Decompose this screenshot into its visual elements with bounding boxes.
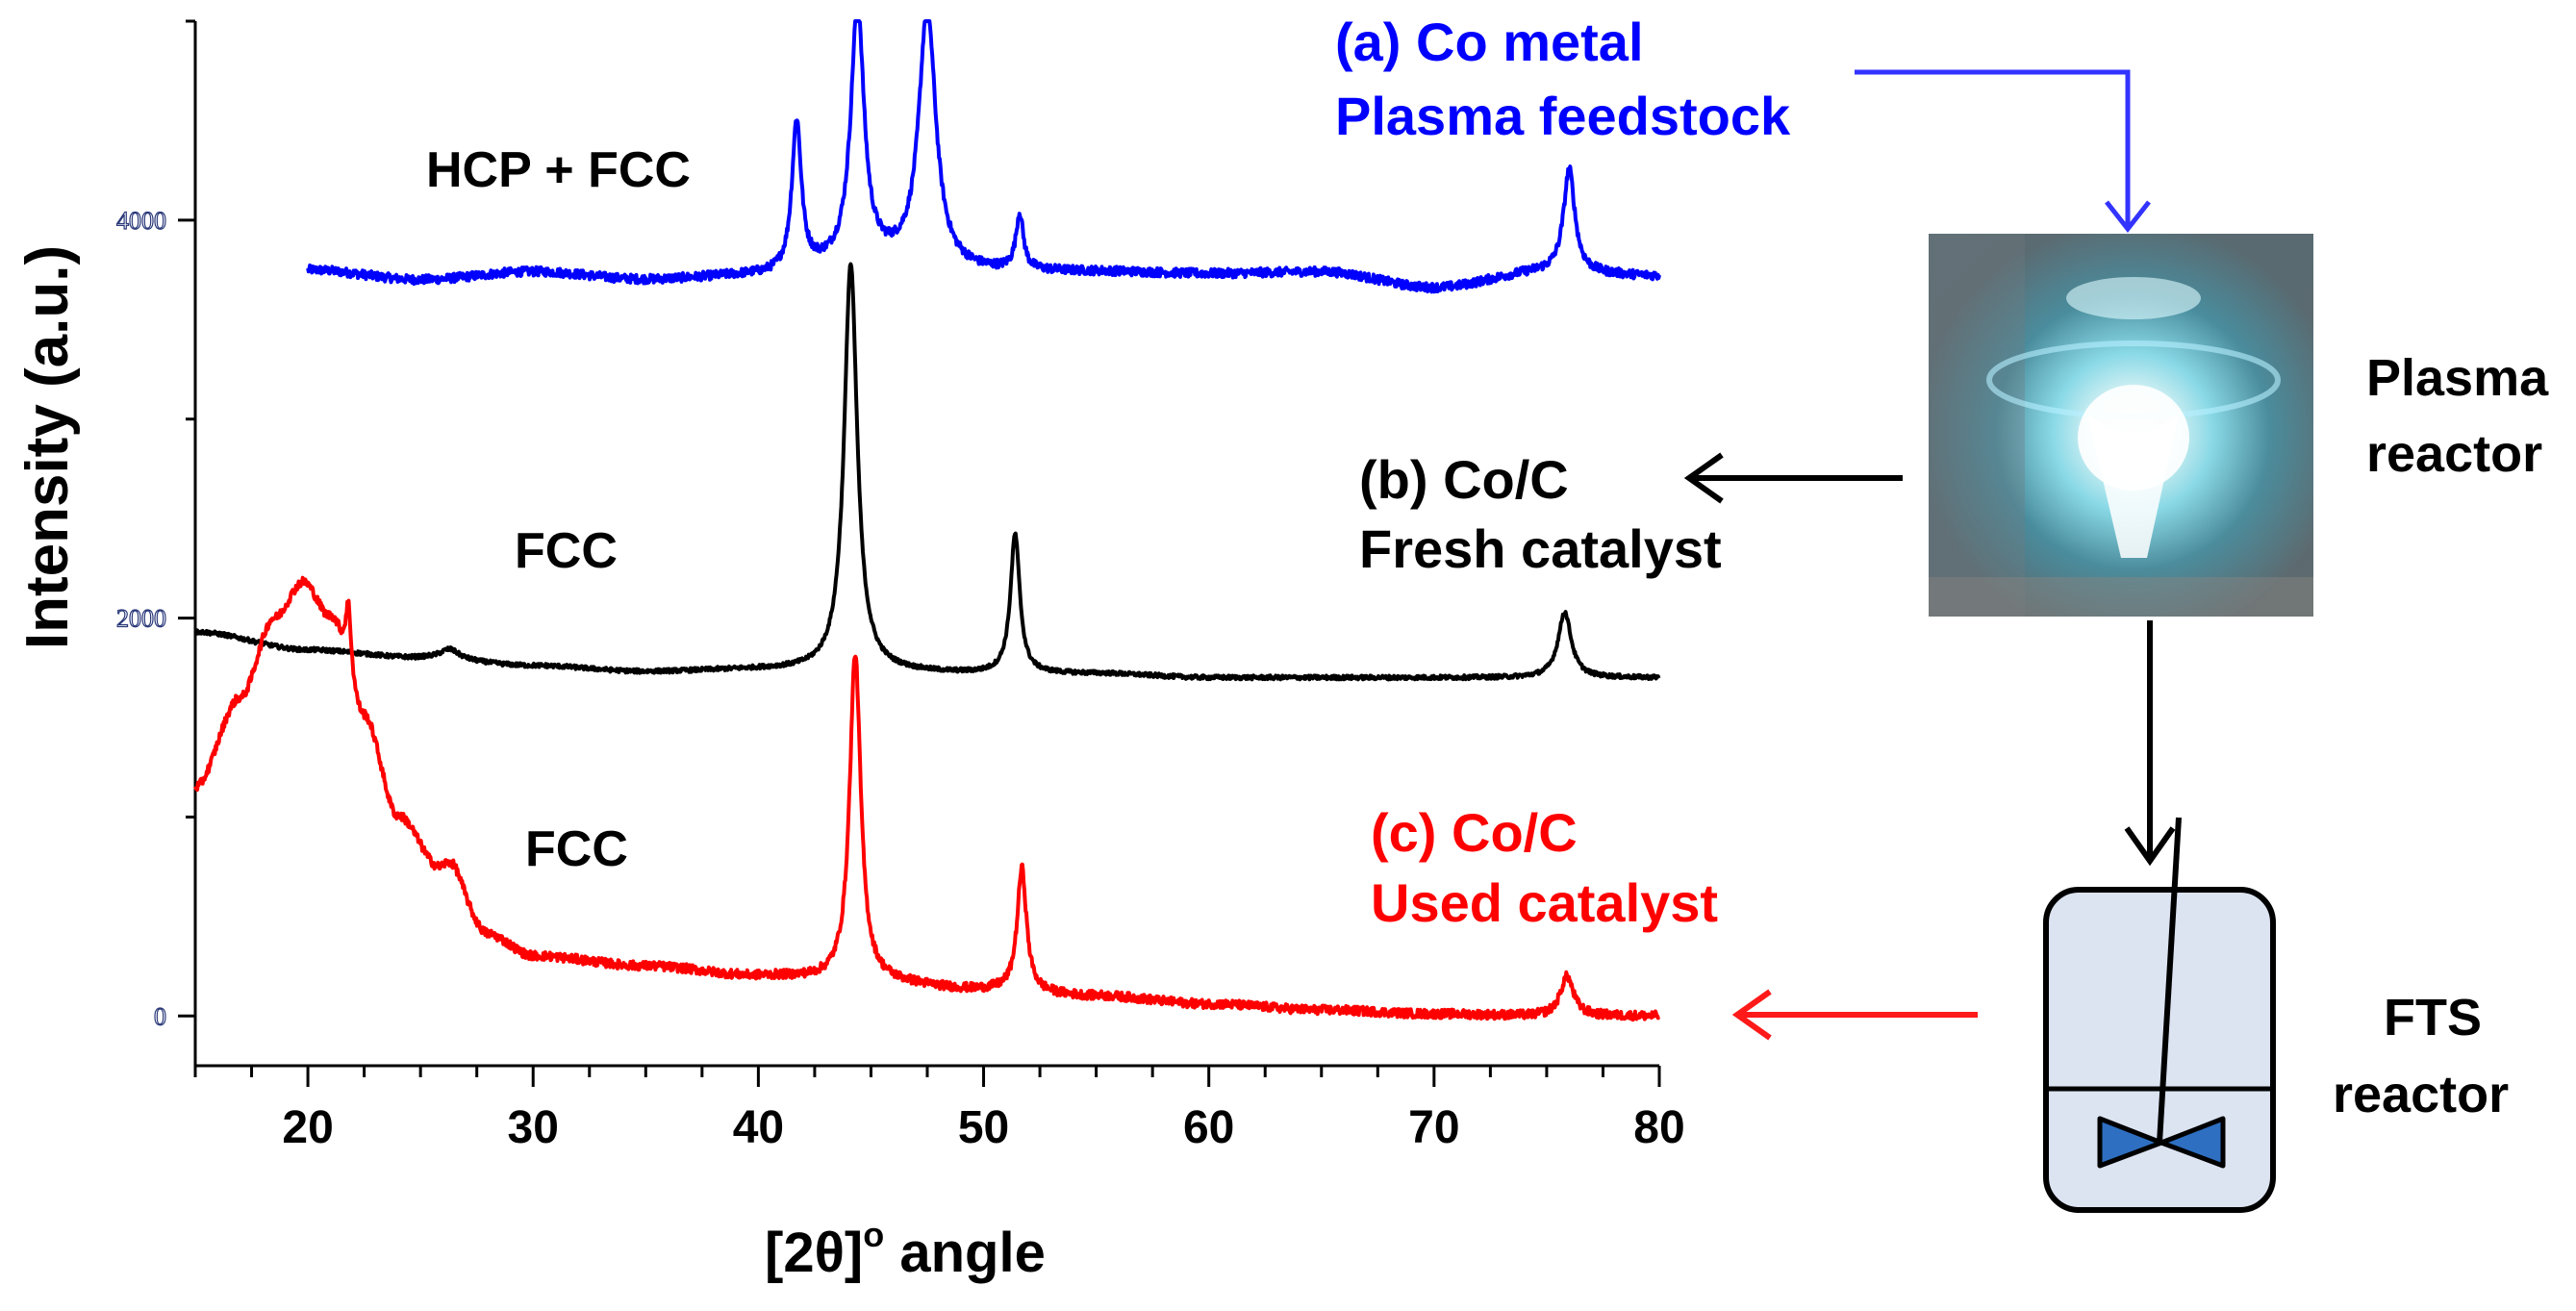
arrow-plasma-to-fresh <box>1683 452 1903 504</box>
y-tick-label: 0 <box>154 1002 166 1030</box>
x-ticks: 20 30 40 50 60 70 80 <box>193 1066 1685 1153</box>
fts-reactor-label-line2: reactor <box>2333 1066 2509 1123</box>
legend-b-line2: Fresh catalyst <box>1359 518 1722 579</box>
fts-reactor-label-line1: FTS <box>2384 989 2482 1046</box>
x-axis-label-main: [2θ] <box>765 1222 863 1284</box>
series-line-c <box>193 575 1661 1022</box>
y-axis-label: Intensity (a.u.) <box>14 245 81 649</box>
x-tick-label: 20 <box>282 1102 333 1153</box>
series-line-b <box>193 262 1661 682</box>
plasma-reactor-label-line2: reactor <box>2366 425 2542 483</box>
x-tick-label: 50 <box>958 1102 1009 1153</box>
plasma-reactor-photo <box>1929 234 2313 617</box>
x-tick-label: 40 <box>733 1102 784 1153</box>
x-axis-label-tail: angle <box>884 1222 1046 1284</box>
x-tick-label: 70 <box>1408 1102 1459 1153</box>
arrow-plasma-to-fts <box>2124 620 2176 867</box>
y-ticks: 0 2000 4000 <box>115 19 195 1031</box>
legend-a-line2: Plasma feedstock <box>1335 86 1791 146</box>
x-tick-label: 60 <box>1183 1102 1234 1153</box>
y-tick-label: 4000 <box>116 207 166 235</box>
phase-label-b: FCC <box>515 523 618 579</box>
arrow-fts-to-used <box>1731 989 1978 1041</box>
x-tick-label: 80 <box>1633 1102 1684 1153</box>
chart-axes: 20 30 40 50 60 70 80 0 2000 4000 <box>115 19 1685 1153</box>
x-axis-label: [2θ]o angle <box>765 1215 1046 1284</box>
legend-c-line1: (c) Co/C <box>1371 802 1578 863</box>
series-layer <box>193 19 1661 1022</box>
phase-label-c: FCC <box>525 821 628 877</box>
phase-label-a: HCP + FCC <box>426 142 691 198</box>
plasma-reactor-label-line1: Plasma <box>2366 349 2549 407</box>
y-tick-label: 2000 <box>116 605 166 633</box>
fts-reactor-icon <box>2043 817 2276 1213</box>
arrow-feedstock-to-plasma <box>1855 69 2151 234</box>
legend-a-line1: (a) Co metal <box>1335 12 1644 72</box>
legend-c-line2: Used catalyst <box>1371 872 1718 933</box>
x-axis-label-sup: o <box>863 1215 884 1254</box>
series-line-a <box>306 19 1661 294</box>
x-tick-label: 30 <box>508 1102 559 1153</box>
legend-b-line1: (b) Co/C <box>1359 449 1569 510</box>
